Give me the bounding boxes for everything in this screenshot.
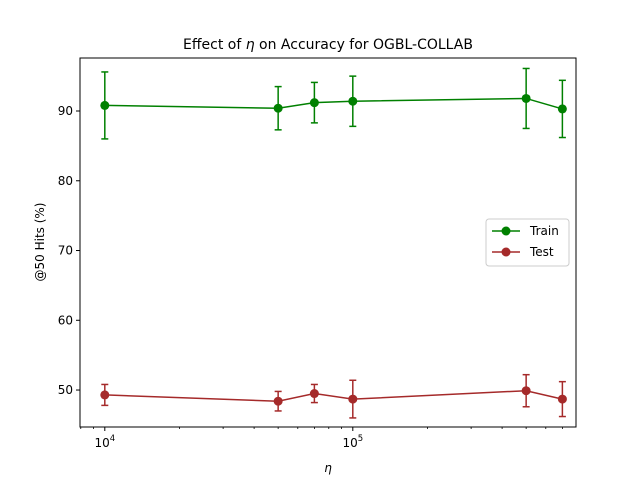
axes-frame	[79, 57, 577, 428]
legend-label-test: Test	[529, 245, 554, 259]
y-tick-label: 90	[58, 104, 73, 118]
y-tick-label: 70	[58, 244, 73, 258]
x-tick-label: 104	[94, 434, 115, 450]
legend-marker-train	[501, 226, 511, 236]
chart-title-suffix: on Accuracy for OGBL-COLLAB	[259, 37, 473, 53]
y-tick-label: 80	[58, 174, 73, 188]
data-point-test	[521, 386, 531, 396]
x-axis-label: η	[324, 461, 332, 475]
x-axis: 104 105	[80, 427, 563, 450]
legend: Train Test	[485, 218, 570, 267]
series-line-test	[104, 389, 563, 402]
x-tick-label: 105	[342, 434, 363, 450]
data-point-test	[100, 390, 110, 400]
data-point-train	[273, 103, 283, 113]
y-axis-label: @50 Hits (%)	[33, 203, 47, 282]
legend-label-train: Train	[529, 224, 559, 238]
data-point-test	[348, 394, 358, 404]
plot-area	[100, 67, 567, 419]
data-point-test	[557, 394, 567, 404]
data-point-train	[557, 104, 567, 114]
chart-title: Effect of η on Accuracy for OGBL-COLLAB	[183, 37, 473, 53]
data-point-train	[309, 98, 319, 108]
data-point-train	[100, 100, 110, 110]
chart-title-symbol: η	[246, 37, 255, 53]
y-tick-label: 50	[58, 383, 73, 397]
y-tick-label: 60	[58, 313, 73, 327]
legend-marker-test	[501, 247, 511, 257]
data-point-train	[521, 93, 531, 103]
data-point-test	[273, 396, 283, 406]
y-axis: 50 60 70 80 90	[58, 104, 80, 397]
data-point-test	[309, 389, 319, 399]
chart-title-prefix: Effect of	[183, 37, 242, 53]
data-point-train	[348, 96, 358, 106]
series-line-train	[104, 97, 563, 110]
